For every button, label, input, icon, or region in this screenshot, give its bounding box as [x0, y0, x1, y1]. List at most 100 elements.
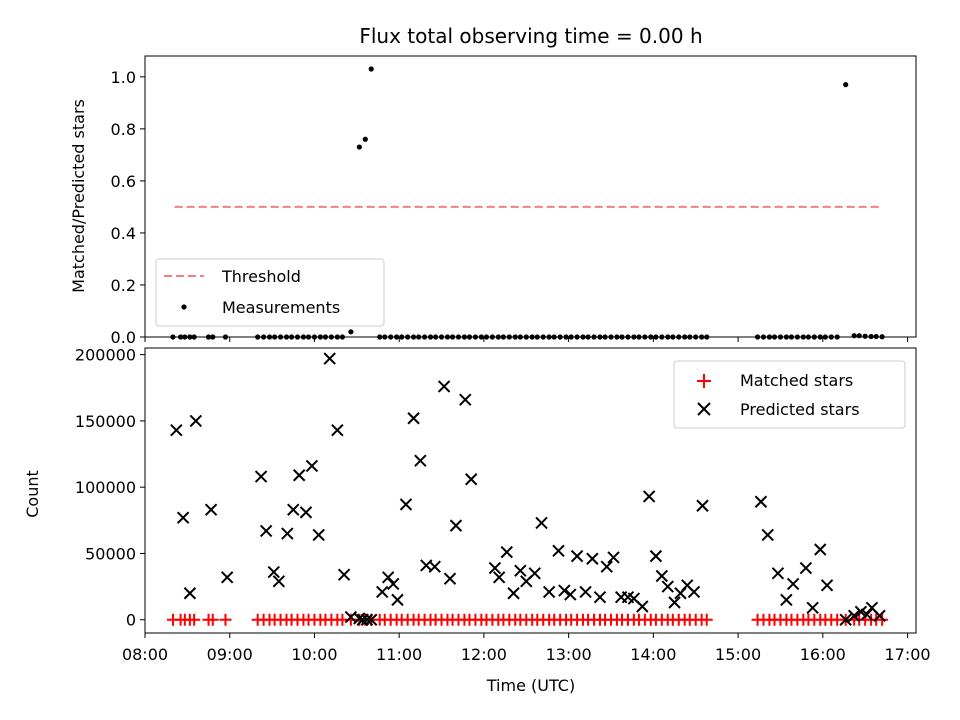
predicted-star-point: [552, 544, 565, 558]
predicted-star-point: [381, 571, 395, 584]
predicted-star-point: [754, 495, 768, 508]
matched-star-point: [700, 613, 713, 626]
predicted-star-point: [387, 577, 400, 591]
predicted-star-point: [204, 503, 218, 516]
predicted-star-point: [799, 561, 813, 575]
predicted-star-point: [668, 596, 681, 609]
predicted-star-point: [399, 498, 413, 511]
predicted-star-point: [579, 585, 592, 599]
predicted-star-point: [331, 423, 344, 437]
predicted-star-point: [305, 459, 319, 473]
predicted-star-point: [267, 565, 280, 579]
x-tick-label: 16:00: [800, 645, 846, 664]
bottom-y-tick-label: 200000: [75, 346, 136, 365]
legend-matched-swatch: [697, 374, 711, 388]
predicted-star-point: [492, 571, 506, 584]
bottom-legend: Matched stars Predicted stars: [673, 360, 906, 429]
measurement-point: [843, 82, 849, 88]
legend-matched-label: Matched stars: [740, 371, 853, 390]
bottom-x-ticks: 08:00 09:00 10:00 11:00 12:00 13:00 14:00 15:00…: [122, 633, 931, 664]
predicted-star-point: [365, 613, 378, 626]
measurement-point: [868, 333, 874, 340]
predicted-star-point: [642, 490, 656, 503]
predicted-star-point: [806, 601, 819, 615]
legend-predicted-label: Predicted stars: [740, 400, 860, 419]
top-y-tick-label: 0.4: [111, 224, 136, 243]
predicted-star-point: [437, 380, 451, 393]
predicted-star-point: [839, 613, 852, 626]
x-tick-label: 11:00: [376, 645, 422, 664]
predicted-star-point: [780, 593, 793, 607]
top-y-axis-label: Matched/Predicted stars: [69, 99, 88, 293]
predicted-star-point: [488, 561, 502, 575]
top-y-tick-label: 0.8: [111, 120, 136, 139]
predicted-star-point: [337, 568, 351, 581]
top-y-tick-label: 0.2: [111, 276, 136, 295]
predicted-star-point: [287, 503, 300, 516]
x-tick-label: 12:00: [461, 645, 507, 664]
x-axis-label: Time (UTC): [486, 676, 575, 695]
predicted-star-point: [542, 585, 556, 599]
bottom-y-tick-label: 100000: [75, 478, 136, 497]
x-tick-label: 10:00: [291, 645, 337, 664]
measurement-point: [348, 329, 354, 335]
measurement-point: [356, 144, 362, 150]
predicted-star-point: [771, 567, 785, 580]
predicted-star-point: [407, 412, 420, 425]
predicted-star-point: [535, 516, 548, 530]
predicted-star-point: [312, 528, 325, 542]
predicted-star-point: [176, 511, 190, 524]
predicted-star-point: [593, 591, 607, 604]
predicted-star-point: [564, 588, 577, 601]
predicted-star-point: [292, 469, 306, 482]
predicted-star-point: [661, 580, 674, 593]
predicted-star-point: [449, 519, 463, 532]
x-tick-label: 17:00: [884, 645, 930, 664]
x-tick-label: 15:00: [715, 645, 761, 664]
predicted-star-point: [281, 527, 294, 540]
predicted-star-point: [570, 549, 584, 563]
predicted-star-point: [376, 585, 389, 599]
predicted-star-point: [360, 613, 374, 626]
predicted-star-point: [786, 577, 800, 591]
bottom-y-tick-label: 0: [126, 611, 136, 630]
bottom-y-axis-label: Count: [23, 470, 42, 518]
predicted-star-point: [860, 608, 874, 621]
predicted-star-point: [391, 593, 404, 607]
predicted-star-point: [443, 572, 457, 585]
predicted-star-point: [323, 352, 336, 365]
x-tick-label: 14:00: [630, 645, 676, 664]
predicted-star-point: [414, 454, 427, 467]
predicted-star-point: [687, 585, 701, 599]
predicted-star-point: [464, 473, 478, 486]
predicted-star-point: [254, 470, 268, 483]
matched-star-point: [188, 613, 201, 626]
predicted-star-point: [607, 551, 620, 564]
predicted-star-point: [259, 524, 273, 538]
matched-star-point: [876, 613, 889, 626]
x-tick-label: 09:00: [207, 645, 253, 664]
predicted-star-point: [299, 506, 313, 519]
predicted-star-point: [847, 609, 861, 622]
predicted-star-point: [820, 579, 834, 592]
bottom-plot-marks: [166, 352, 889, 626]
predicted-star-point: [183, 587, 197, 600]
legend-measurements-swatch: [181, 304, 187, 310]
predicted-star-point: [507, 587, 520, 600]
top-legend: Threshold Measurements: [155, 258, 385, 327]
measurement-point: [862, 333, 868, 339]
x-tick-label: 13:00: [546, 645, 592, 664]
legend-threshold-label: Threshold: [221, 267, 301, 286]
matched-star-point: [206, 613, 219, 626]
predicted-star-point: [600, 560, 613, 573]
predicted-star-point: [272, 575, 286, 588]
matched-star-point: [219, 613, 232, 626]
x-tick-label: 08:00: [122, 645, 168, 664]
bottom-legend-box: [673, 360, 906, 429]
predicted-star-point: [636, 600, 649, 613]
predicted-star-point: [170, 423, 183, 437]
predicted-star-point: [649, 549, 663, 563]
predicted-star-point: [696, 499, 709, 512]
